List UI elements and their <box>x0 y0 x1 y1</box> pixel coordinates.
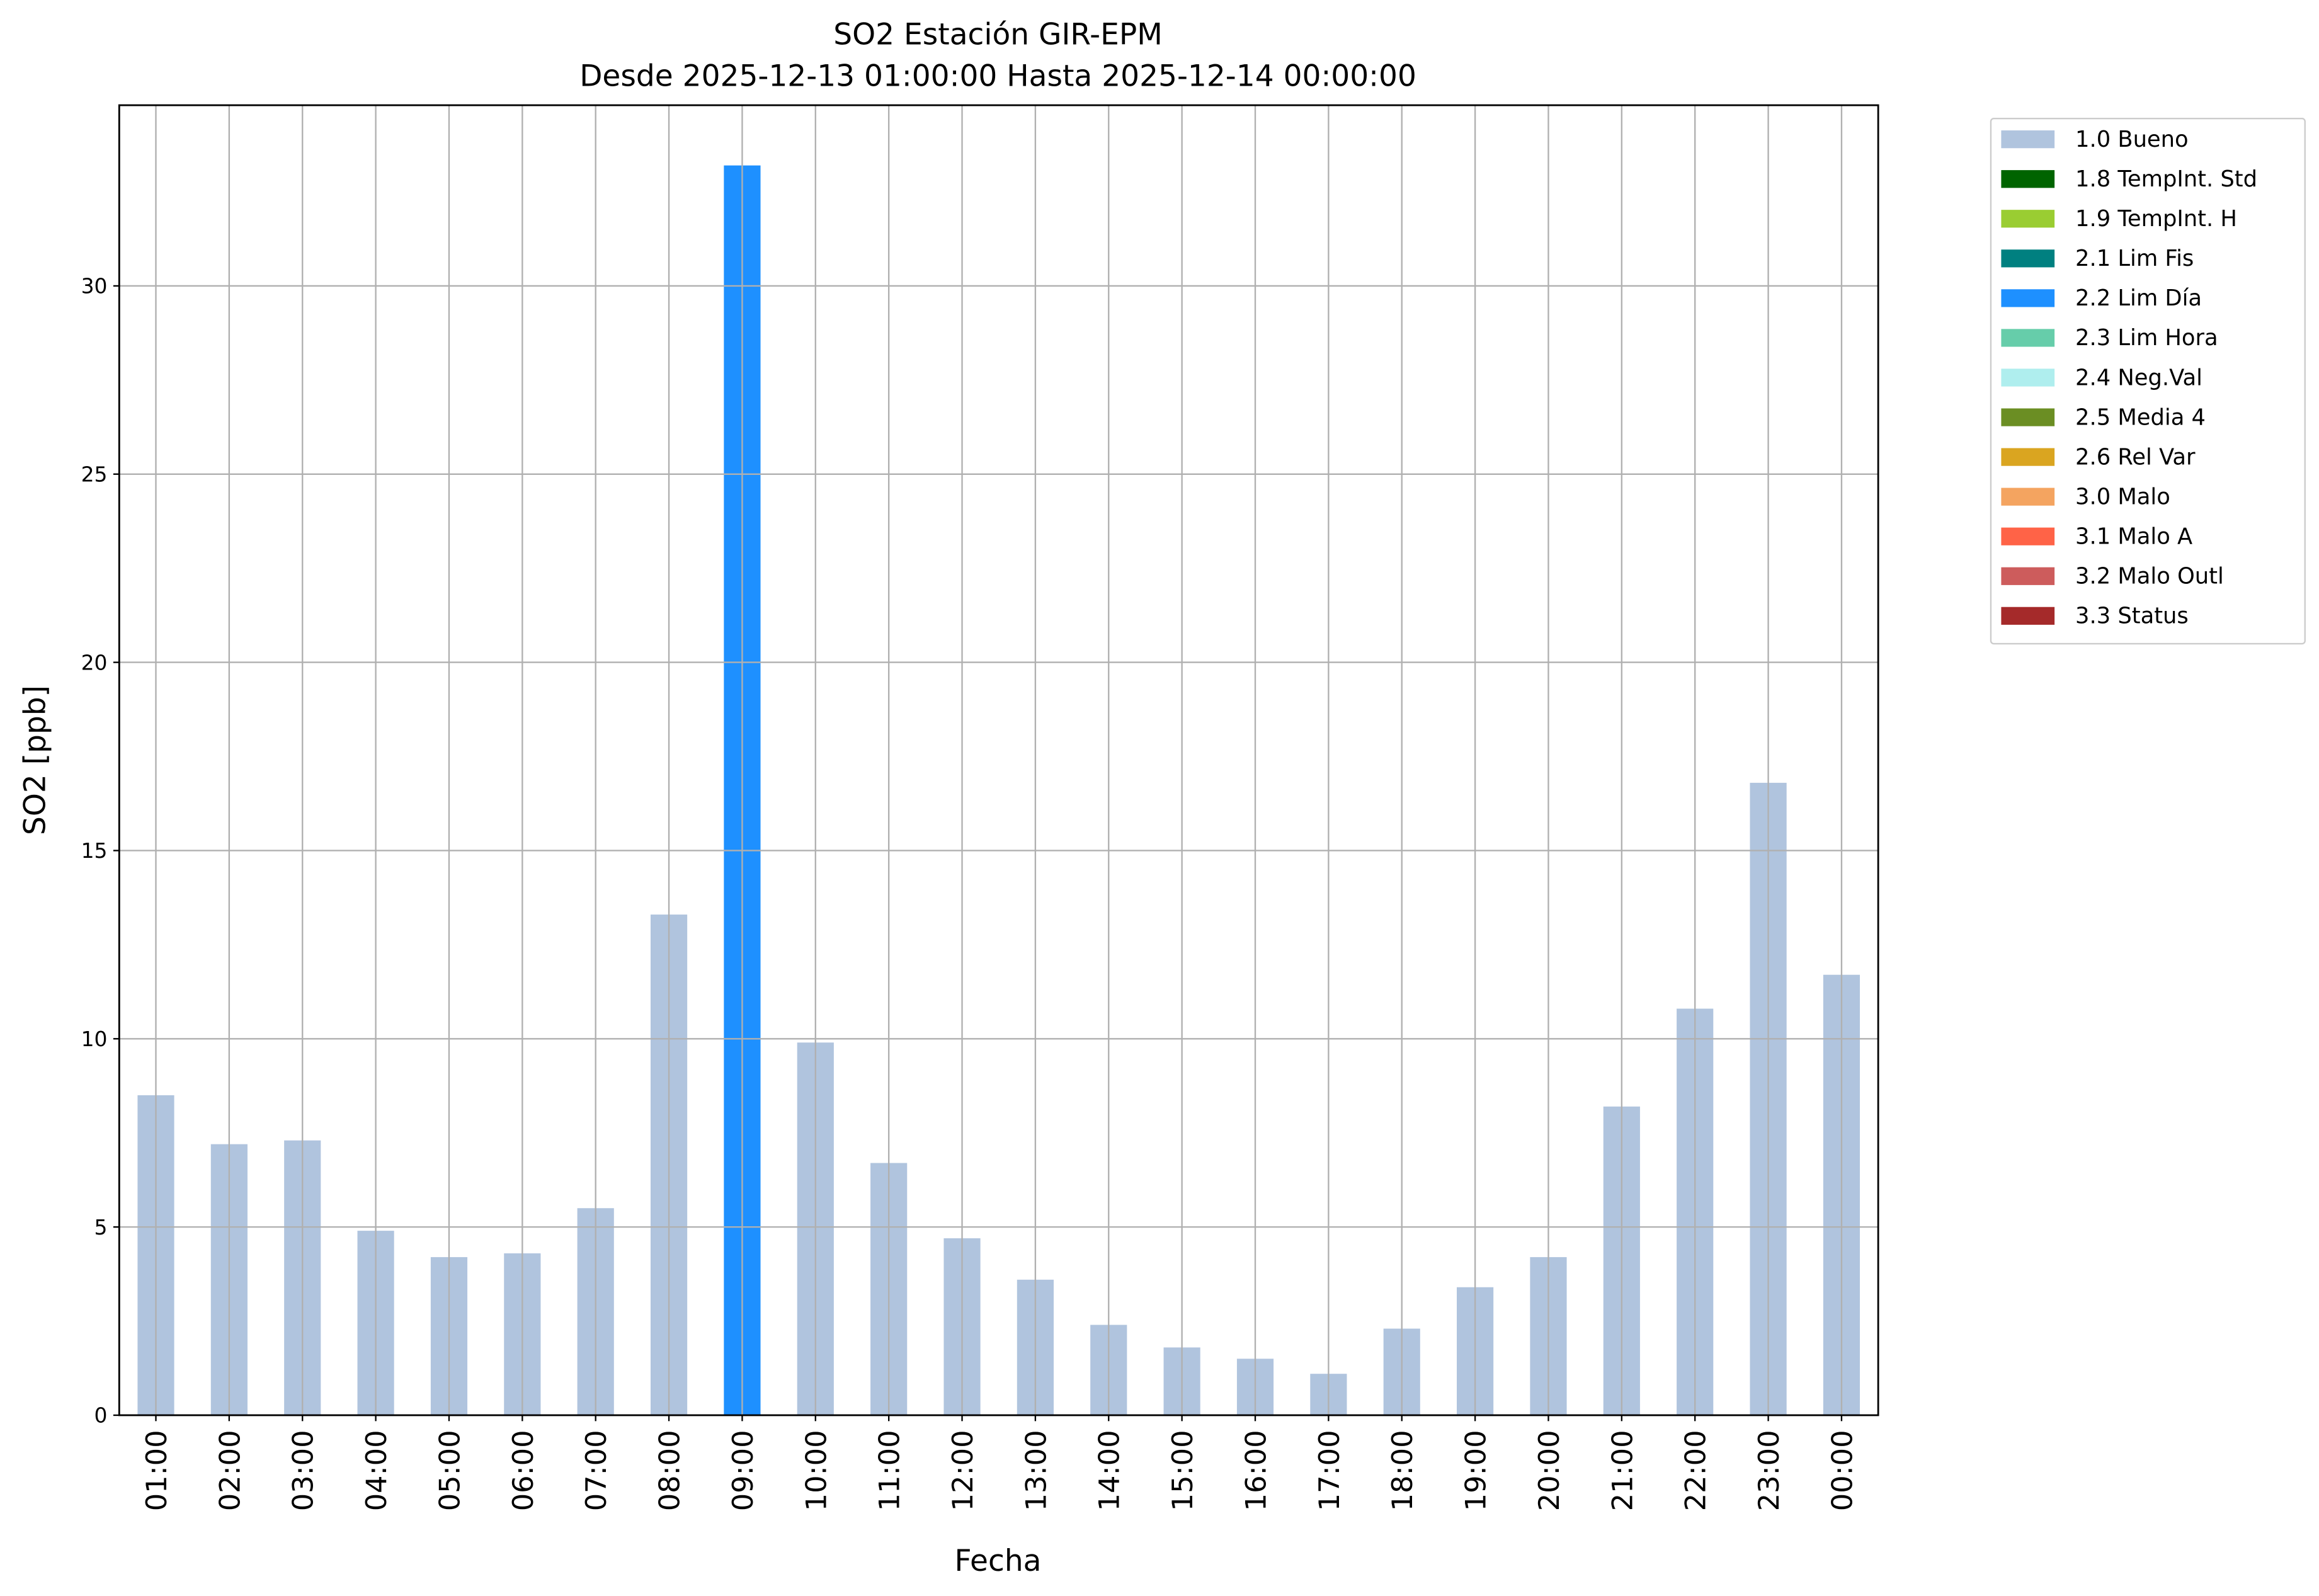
x-tick-label: 11:00 <box>874 1430 906 1511</box>
legend-swatch <box>2001 329 2055 347</box>
x-tick-label: 17:00 <box>1313 1430 1346 1511</box>
x-tick-label: 10:00 <box>800 1430 833 1511</box>
x-tick-label: 16:00 <box>1239 1430 1272 1511</box>
legend-swatch <box>2001 607 2055 625</box>
legend-swatch <box>2001 527 2055 545</box>
legend-swatch <box>2001 487 2055 506</box>
legend-label: 3.2 Malo Outl <box>2075 564 2224 590</box>
legend-swatch <box>2001 368 2055 387</box>
y-axis-label: SO2 [ppb] <box>18 685 53 835</box>
legend-swatch <box>2001 408 2055 426</box>
x-tick-label: 03:00 <box>287 1430 320 1511</box>
x-tick-label: 13:00 <box>1020 1430 1052 1511</box>
y-tick-label: 10 <box>81 1027 108 1051</box>
legend-label: 2.3 Lim Hora <box>2075 325 2218 351</box>
y-tick-label: 30 <box>81 274 108 299</box>
x-tick-label: 18:00 <box>1386 1430 1419 1511</box>
legend-label: 1.8 TempInt. Std <box>2075 166 2257 192</box>
y-tick-label: 5 <box>94 1215 108 1240</box>
x-tick-label: 07:00 <box>580 1430 613 1511</box>
legend-label: 2.4 Neg.Val <box>2075 365 2202 390</box>
x-tick-label: 06:00 <box>507 1430 540 1511</box>
legend-label: 2.6 Rel Var <box>2075 444 2196 470</box>
x-tick-label: 20:00 <box>1533 1430 1566 1511</box>
x-axis-label: Fecha <box>955 1544 1042 1578</box>
y-tick-label: 0 <box>94 1403 108 1428</box>
x-tick-label: 05:00 <box>433 1430 466 1511</box>
legend-swatch <box>2001 567 2055 585</box>
y-tick-label: 15 <box>81 838 108 863</box>
legend-swatch <box>2001 170 2055 188</box>
x-tick-label: 02:00 <box>214 1430 246 1511</box>
x-tick-label: 15:00 <box>1166 1430 1199 1511</box>
legend-swatch <box>2001 289 2055 307</box>
x-tick-label: 04:00 <box>360 1430 393 1511</box>
chart-subtitle: Desde 2025-12-13 01:00:00 Hasta 2025-12-… <box>579 59 1416 93</box>
legend-swatch <box>2001 448 2055 466</box>
x-tick-label: 09:00 <box>727 1430 760 1511</box>
x-tick-label: 22:00 <box>1680 1430 1712 1511</box>
y-tick-label: 20 <box>81 650 108 675</box>
y-tick-label: 25 <box>81 462 108 487</box>
legend-label: 2.5 Media 4 <box>2075 404 2206 430</box>
x-tick-label: 23:00 <box>1753 1430 1786 1511</box>
x-tick-label: 08:00 <box>654 1430 687 1511</box>
legend-label: 3.3 Status <box>2075 603 2189 629</box>
x-tick-label: 14:00 <box>1093 1430 1126 1511</box>
legend-swatch <box>2001 249 2055 268</box>
legend-label: 2.1 Lim Fis <box>2075 246 2194 271</box>
legend-label: 2.2 Lim Día <box>2075 285 2202 311</box>
x-tick-label: 21:00 <box>1606 1430 1639 1511</box>
legend-box <box>1990 118 2306 645</box>
x-tick-label: 19:00 <box>1460 1430 1493 1511</box>
legend-swatch <box>2001 210 2055 228</box>
plot-frame <box>118 104 1879 1416</box>
x-tick-label: 00:00 <box>1826 1430 1859 1511</box>
chart-title: SO2 Estación GIR-EPM <box>833 18 1163 52</box>
legend-label: 3.1 Malo A <box>2075 523 2192 549</box>
legend-label: 1.9 TempInt. H <box>2075 206 2237 232</box>
x-tick-label: 12:00 <box>947 1430 979 1511</box>
legend-label: 1.0 Bueno <box>2075 127 2189 152</box>
x-tick-label: 01:00 <box>140 1430 173 1511</box>
legend-swatch <box>2001 130 2055 149</box>
legend-label: 3.0 Malo <box>2075 484 2170 510</box>
